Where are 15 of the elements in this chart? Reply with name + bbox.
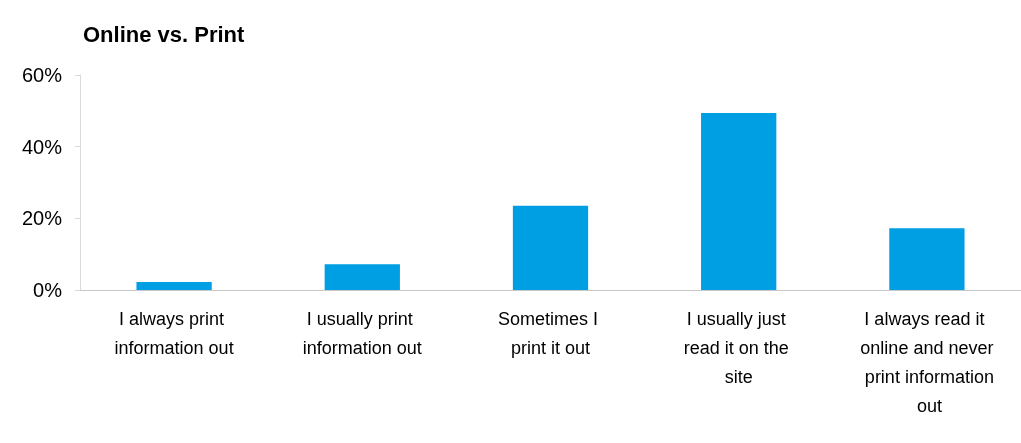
y-tick-label: 20% (21, 207, 63, 230)
x-tick-label: I usually just read it on the site (683, 308, 794, 387)
x-tick-label: I always read it online and never print information out (859, 308, 994, 416)
x-tick-label: Sometimes I print it out (497, 308, 604, 358)
bar (701, 112, 777, 290)
bar (324, 264, 400, 290)
bar (889, 228, 965, 290)
y-tick-label: 40% (21, 135, 63, 158)
y-tick-label: 60% (21, 64, 63, 86)
x-tick-label: I usually print information out (302, 308, 422, 358)
y-tick-label: 0% (33, 279, 63, 301)
bar (512, 205, 589, 290)
x-tick-label: I always print information out (114, 308, 234, 358)
bar (136, 282, 212, 290)
chart-title: Online vs. Print (83, 21, 246, 47)
